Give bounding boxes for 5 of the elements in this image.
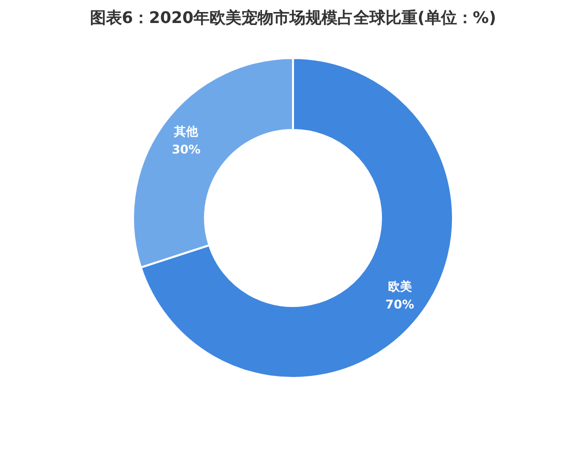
title: 图表6：2020年欧美宠物市场规模占全球比重(单位：%) [90, 8, 496, 27]
data-label: 70% [385, 298, 414, 312]
slice-label: 其他 [173, 124, 200, 138]
data-label: 30% [172, 142, 201, 156]
slice-label: 欧美 [388, 280, 412, 294]
